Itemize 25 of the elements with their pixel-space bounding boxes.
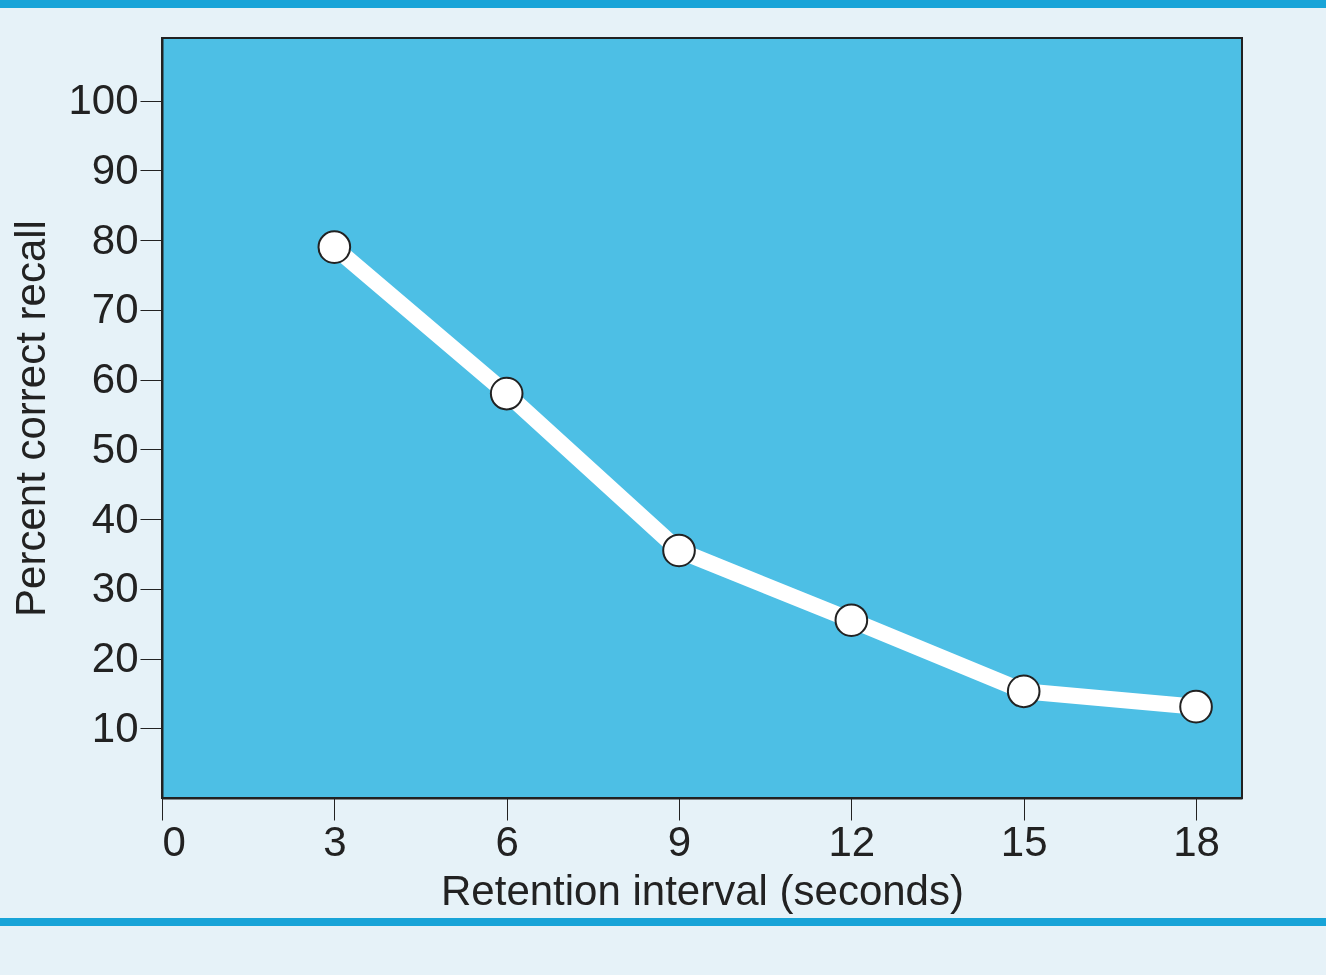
y-tick-label: 20: [91, 634, 139, 682]
point: [834, 603, 869, 637]
point: [662, 533, 696, 568]
y-tick-label: 100: [68, 76, 139, 124]
x-tick-label: 18: [1173, 817, 1220, 865]
x-axis-title: Retention interval (seconds): [441, 866, 964, 914]
x-tick-label: 15: [1000, 817, 1048, 865]
x-tick-label: 9: [667, 817, 692, 865]
y-tick-label: 50: [91, 424, 139, 472]
point: [489, 376, 524, 411]
y-axis-title: Percent correct recall: [7, 220, 55, 617]
y-tick-label: 90: [91, 145, 139, 193]
y-tick-label: 80: [91, 215, 139, 263]
x-tick-label: 3: [323, 817, 347, 865]
y-tick-label: 70: [91, 285, 139, 333]
point: [317, 230, 352, 264]
y-tick-label: 60: [91, 355, 139, 403]
point: [1006, 674, 1041, 709]
point: [1179, 689, 1213, 724]
x-tick-label: 0: [162, 817, 186, 865]
x-tick-label: 12: [828, 817, 876, 865]
y-tick-label: 10: [91, 703, 139, 751]
y-tick-label: 40: [91, 494, 139, 542]
x-tick-label: 6: [495, 817, 519, 865]
y-tick-label: 30: [91, 564, 139, 612]
